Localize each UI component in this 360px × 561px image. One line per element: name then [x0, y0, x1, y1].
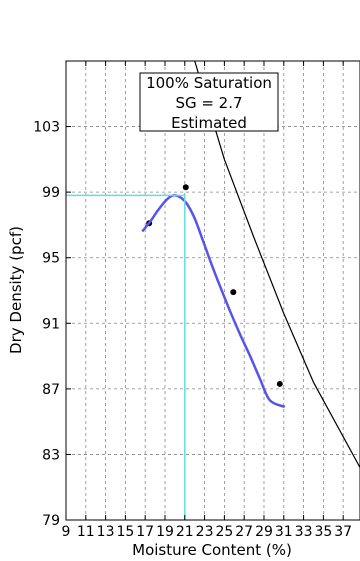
y-tick-label: 95 [42, 251, 60, 267]
plot-frame [65, 60, 360, 521]
x-axis-title: Moisture Content (%) [132, 541, 292, 559]
series-layer [66, 61, 360, 520]
compaction-curve [141, 194, 286, 409]
annotation-line-2: SG = 2.7 [175, 94, 242, 112]
data-point [276, 380, 283, 387]
x-tick-label: 13 [97, 524, 115, 540]
saturation-line [194, 61, 360, 468]
y-tick-label: 99 [42, 185, 60, 201]
y-axis-title: Dry Density (pcf) [7, 226, 25, 354]
x-tick-label: 33 [295, 524, 313, 540]
x-tick-label: 25 [215, 524, 233, 540]
tick-layer: 9 11 13 15 17 19 21 23 25 27 29 31 33 35 37 79 83 87 91 95 9… [33, 61, 352, 540]
data-point [182, 184, 189, 191]
grid [66, 61, 360, 520]
x-tick-label: 29 [255, 524, 273, 540]
x-tick-label: 11 [77, 524, 95, 540]
y-tick-label: 103 [33, 120, 60, 136]
y-tick-label: 83 [42, 447, 60, 463]
x-tick-label: 27 [235, 524, 253, 540]
x-tick-label: 17 [136, 524, 154, 540]
x-tick-label: 15 [116, 524, 134, 540]
x-tick-label: 35 [314, 524, 332, 540]
annotation-line-3: Estimated [171, 114, 247, 132]
annotation-frame [139, 72, 279, 132]
x-tick-label: 31 [275, 524, 293, 540]
x-tick-label: 9 [62, 524, 71, 540]
x-tick-label: 21 [176, 524, 194, 540]
y-tick-label: 79 [42, 513, 60, 529]
data-point [230, 289, 237, 296]
annotation-line-1: 100% Saturation [146, 74, 272, 92]
y-tick-label: 87 [42, 382, 60, 398]
optimum-reference-line [66, 194, 186, 520]
x-tick-label: 23 [196, 524, 214, 540]
y-tick-label: 91 [42, 316, 60, 332]
x-tick-label: 37 [334, 524, 352, 540]
x-tick-label: 19 [156, 524, 174, 540]
annotation-box: 100% Saturation SG = 2.7 Estimated [139, 72, 279, 132]
